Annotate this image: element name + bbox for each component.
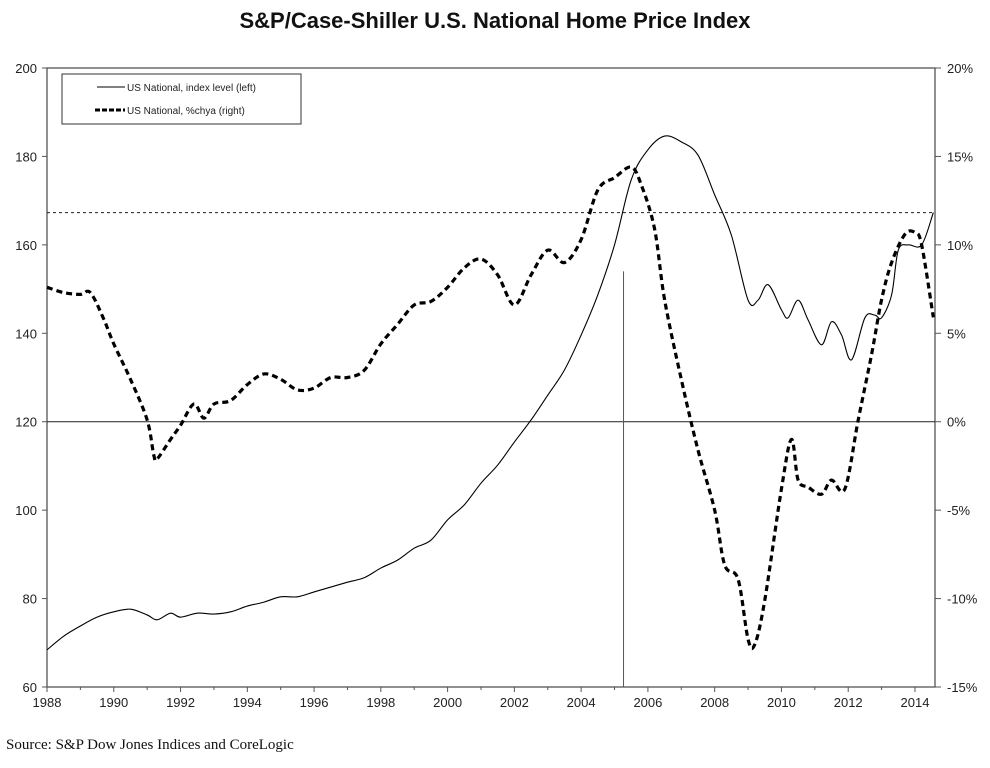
reference-lines — [47, 212, 935, 687]
legend-box — [61, 73, 302, 125]
x-tick-label: 1998 — [366, 695, 395, 710]
y-left-tick-label: 60 — [23, 680, 37, 695]
y-right-tick-label: -5% — [947, 503, 971, 518]
x-tick-label: 2000 — [433, 695, 462, 710]
y-right-tick-label: 20% — [947, 61, 973, 76]
axes: 1988 1990 1992 1994 1996 1998 2000 2002 2004 2006… — [15, 61, 977, 710]
y-left-tick-label: 160 — [15, 238, 37, 253]
plot-frame — [46, 67, 936, 688]
x-tick-label: 1990 — [99, 695, 128, 710]
series-line-chya — [46, 165, 935, 651]
y-right-tick-label: -15% — [947, 680, 978, 695]
x-tick-label: 2002 — [500, 695, 529, 710]
y-left-tick-label: 180 — [15, 149, 37, 164]
x-tick-label: 2014 — [901, 695, 930, 710]
x-tick-label: 2008 — [700, 695, 729, 710]
y-left-tick-label: 140 — [15, 326, 37, 341]
y-left-tick-label: 120 — [15, 415, 37, 430]
series-lines — [46, 135, 935, 651]
x-tick-label: 2012 — [834, 695, 863, 710]
y-left-tick-label: 100 — [15, 503, 37, 518]
y-right-tick-label: -10% — [947, 592, 978, 607]
legend-label-index: US National, index level (left) — [127, 83, 256, 94]
x-tick-label: 2004 — [567, 695, 596, 710]
legend-label-chya: US National, %chya (right) — [127, 106, 245, 117]
y-right-tick-label: 15% — [947, 149, 973, 164]
series-line-index-level — [46, 135, 934, 651]
x-tick-label: 1994 — [233, 695, 262, 710]
y-left-tick-label: 80 — [23, 592, 37, 607]
y-right-tick-label: 10% — [947, 238, 973, 253]
legend: US National, index level (left) US Natio… — [61, 73, 302, 125]
y-right-tick-label: 5% — [947, 326, 966, 341]
x-tick-label: 2010 — [767, 695, 796, 710]
y-left-tick-label: 200 — [15, 61, 37, 76]
x-tick-label: 1992 — [166, 695, 195, 710]
x-tick-label: 1988 — [33, 695, 62, 710]
y-right-tick-label: 0% — [947, 415, 966, 430]
chart-title: S&P/Case-Shiller U.S. National Home Pric… — [239, 8, 751, 33]
x-tick-label: 1996 — [300, 695, 329, 710]
source-note: Source: S&P Dow Jones Indices and CoreLo… — [6, 737, 294, 753]
x-tick-label: 2006 — [633, 695, 662, 710]
